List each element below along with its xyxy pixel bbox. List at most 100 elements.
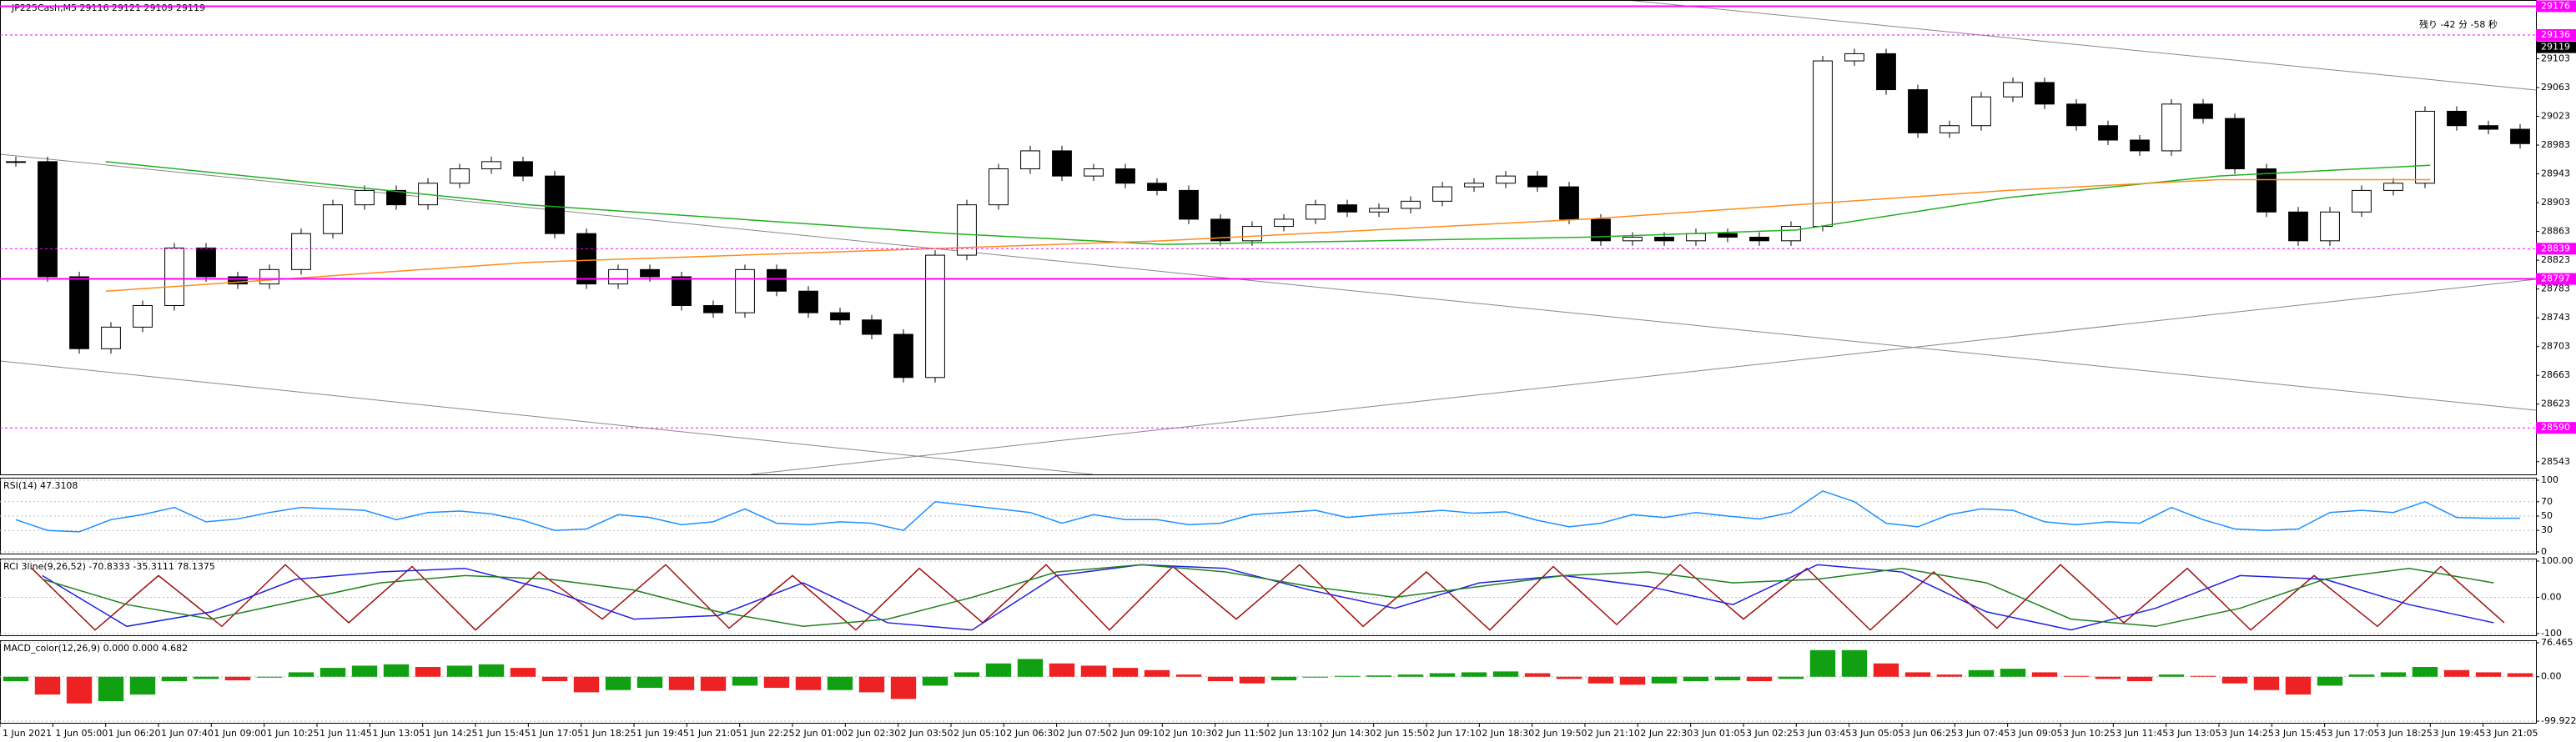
histogram-bar [2031, 672, 2058, 677]
histogram-bar [1175, 674, 1202, 677]
candle-body [38, 161, 58, 278]
x-tick-label: 2 Jun 07:50 [1059, 728, 1112, 739]
x-tick-label: 2 Jun 06:30 [1006, 728, 1059, 739]
candle-body [1274, 218, 1294, 228]
histogram-bar [2253, 676, 2280, 690]
x-tick-label: 3 Jun 06:25 [1904, 728, 1957, 739]
candle-body [2098, 125, 2118, 141]
macd-title: MACD_color(12,26,9) 0.000 0.000 4.682 [3, 643, 188, 654]
histogram-bar [605, 676, 631, 690]
histogram-bar [1366, 675, 1392, 677]
histogram-bar [2221, 676, 2248, 684]
candle-body [1432, 186, 1452, 202]
candle-body [2415, 110, 2435, 184]
histogram-bar [1144, 669, 1170, 677]
x-tick-label: 2 Jun 03:50 [901, 728, 953, 739]
x-tick-label: 3 Jun 10:25 [2063, 728, 2116, 739]
x-tick-label: 3 Jun 01:05 [1693, 728, 1746, 739]
histogram-bar [2380, 672, 2407, 677]
histogram-bar [1936, 674, 1963, 677]
histogram-bar [1080, 665, 1107, 677]
y-tick-label: 28983 [2541, 139, 2570, 150]
candle-body [228, 276, 248, 285]
candle-body [2478, 125, 2498, 130]
candle-body [2130, 139, 2150, 152]
candle-body [830, 312, 850, 321]
candle-body [1084, 168, 1104, 177]
price-label-box [2536, 243, 2576, 255]
x-tick-label: 2 Jun 05:10 [953, 728, 1006, 739]
candle-body [1908, 89, 1928, 133]
candle-body [1496, 175, 1516, 184]
histogram-bar [1619, 676, 1646, 685]
y-tick-label: 28703 [2541, 341, 2570, 352]
x-tick-label: 3 Jun 18:25 [2380, 728, 2433, 739]
histogram-bar [256, 676, 283, 678]
x-tick-label: 1 Jun 14:25 [425, 728, 478, 739]
y-tick-label: -99.922 [2541, 715, 2576, 726]
candle-body [1876, 53, 1896, 91]
x-tick-label: 3 Jun 07:45 [1957, 728, 2010, 739]
y-tick-label: 28783 [2541, 283, 2570, 294]
histogram-bar [1968, 669, 1995, 677]
candle-body [69, 276, 89, 349]
x-tick-label: 3 Jun 03:45 [1799, 728, 1851, 739]
candle-body [2447, 110, 2467, 127]
x-tick-label: 1 Jun 05:00 [55, 728, 108, 739]
x-tick-label: 1 Jun 09:00 [214, 728, 266, 739]
histogram-bar [763, 676, 790, 689]
histogram-bar [890, 676, 917, 699]
candle-body [1940, 125, 1960, 133]
histogram-bar [2443, 669, 2470, 677]
x-tick-label: 1 Jun 2021 [3, 728, 52, 739]
candle-body [2003, 82, 2023, 98]
x-tick-label: 1 Jun 10:25 [267, 728, 319, 739]
histogram-bar [383, 664, 410, 677]
histogram-bar [66, 676, 93, 704]
candle-body [6, 161, 26, 163]
histogram-bar [1524, 673, 1551, 677]
candle-body [1686, 233, 1706, 242]
candle-body [1749, 237, 1769, 242]
x-tick-label: 3 Jun 11:45 [2116, 728, 2168, 739]
x-tick-label: 2 Jun 11:50 [1218, 728, 1270, 739]
histogram-bar [1302, 676, 1329, 678]
y-tick-label: 100 [2541, 474, 2558, 485]
y-tick-label: 28663 [2541, 369, 2570, 380]
histogram-bar [510, 668, 536, 677]
histogram-bar [446, 665, 473, 677]
candle-body [957, 204, 977, 256]
candle-body [1813, 60, 1833, 228]
candle-body [2510, 128, 2530, 144]
candle-body [259, 268, 279, 285]
histogram-bar [98, 676, 124, 702]
rci-title: RCI 3line(9,26,52) -70.8333 -35.3111 78.… [3, 561, 215, 572]
x-tick-label: 3 Jun 13:05 [2169, 728, 2221, 739]
histogram-bar [1873, 663, 1899, 677]
histogram-bar [1461, 672, 1487, 677]
y-tick-label: 28623 [2541, 399, 2570, 409]
histogram-bar [668, 676, 695, 690]
candle-body [291, 233, 311, 270]
histogram-bar [1809, 649, 1836, 677]
x-tick-label: 1 Jun 06:20 [108, 728, 161, 739]
x-tick-label: 2 Jun 21:10 [1587, 728, 1640, 739]
x-tick-label: 2 Jun 18:30 [1482, 728, 1534, 739]
candle-body [101, 326, 121, 349]
candle-body [450, 168, 470, 184]
histogram-bar [1746, 676, 1773, 682]
candle-body [2288, 211, 2308, 242]
candle-body [196, 247, 216, 278]
candle-body [2161, 103, 2181, 152]
histogram-bar [2475, 672, 2502, 677]
histogram-bar [161, 676, 188, 682]
candle-body [735, 268, 755, 313]
price-label: 29136 [2541, 29, 2570, 40]
y-tick-label: 28743 [2541, 312, 2570, 323]
x-tick-label: 2 Jun 10:30 [1165, 728, 1217, 739]
histogram-bar [34, 676, 61, 695]
histogram-bar [922, 676, 948, 686]
